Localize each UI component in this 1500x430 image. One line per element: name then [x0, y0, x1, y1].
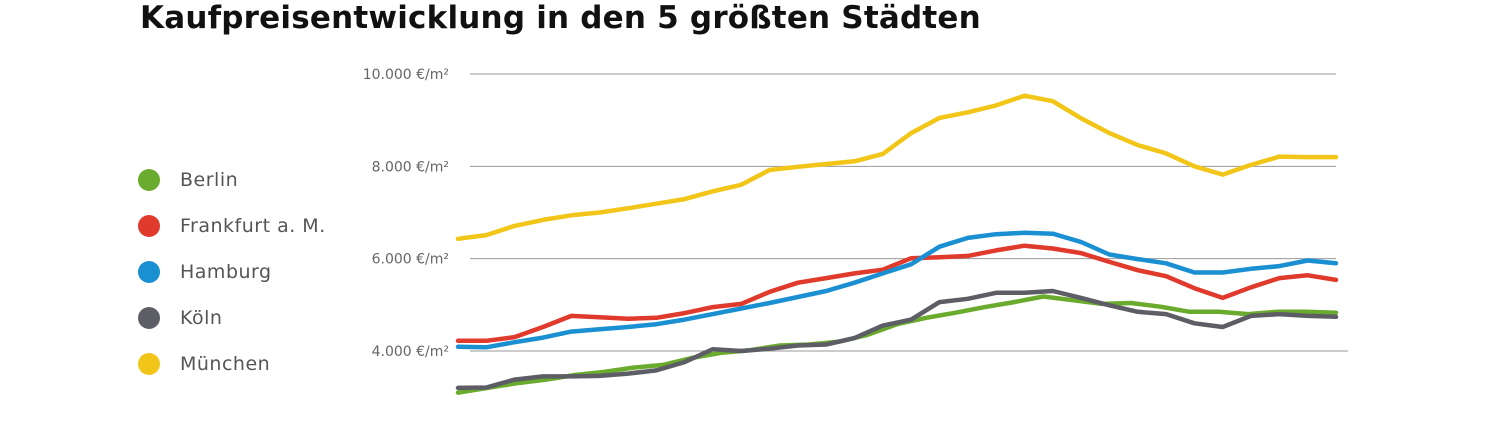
legend-swatch [138, 169, 160, 191]
legend: Berlin Frankfurt a. M. Hamburg Köln München [138, 157, 326, 387]
y-tick-label: 6.000 €/m² [372, 252, 449, 268]
y-tick-label: 10.000 €/m² [363, 67, 449, 83]
y-axis-ticks: 10.000 €/m² 8.000 €/m² 6.000 €/m² 4.000 €/m… [363, 67, 449, 360]
series-line-köln [455, 288, 1339, 391]
legend-item: Hamburg [138, 249, 326, 295]
legend-item: München [138, 341, 326, 387]
series-line-münchen [455, 93, 1339, 242]
y-tick-label: 4.000 €/m² [372, 344, 449, 360]
legend-item: Köln [138, 295, 326, 341]
legend-label: Frankfurt a. M. [180, 215, 326, 237]
series-lines [455, 93, 1339, 395]
legend-label: Berlin [180, 169, 239, 191]
legend-swatch [138, 261, 160, 283]
legend-label: Köln [180, 307, 223, 329]
legend-item: Berlin [138, 157, 326, 203]
legend-item: Frankfurt a. M. [138, 203, 326, 249]
legend-swatch [138, 215, 160, 237]
legend-swatch [138, 307, 160, 329]
legend-label: Hamburg [180, 261, 272, 283]
series-line-hamburg [455, 230, 1339, 350]
series-line-frankfurt-a-m [455, 243, 1339, 344]
legend-swatch [138, 353, 160, 375]
y-tick-label: 8.000 €/m² [372, 159, 449, 175]
legend-label: München [180, 353, 271, 375]
chart-title: Kaufpreisentwicklung in den 5 größten St… [140, 0, 981, 36]
